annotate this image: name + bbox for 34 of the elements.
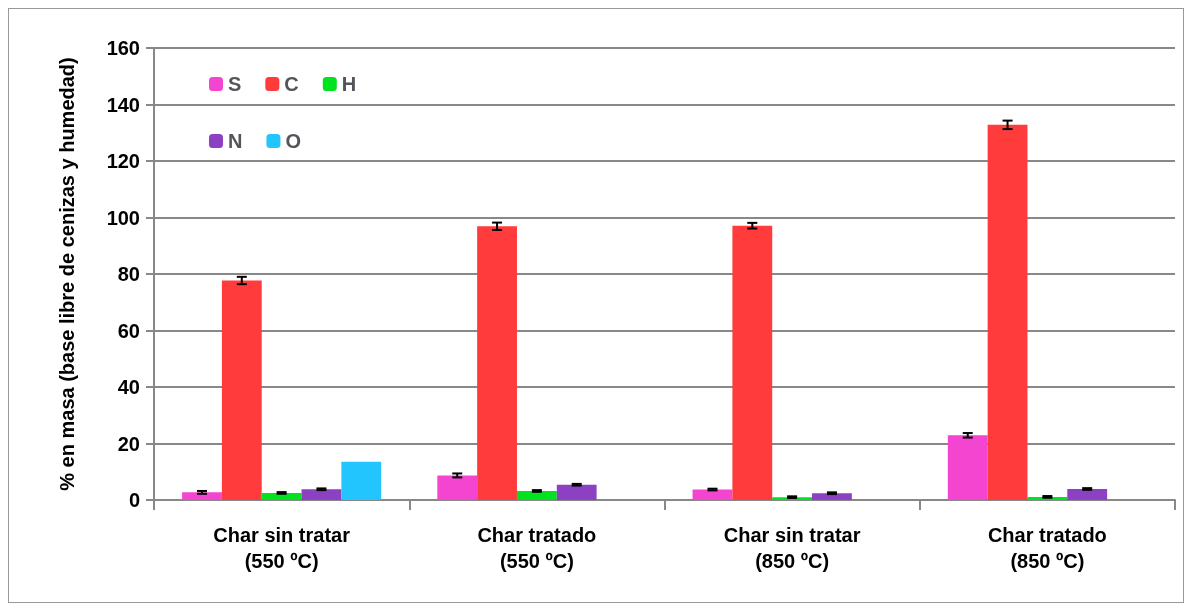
bar — [1067, 488, 1108, 500]
x-tick-label: Char tratado (550 ºC) — [477, 524, 597, 572]
legend-label: O — [285, 130, 302, 152]
bar — [732, 225, 773, 500]
bar — [812, 493, 852, 500]
legend-label: S — [228, 73, 242, 95]
y-tick-label: 160 — [106, 37, 140, 59]
bar — [987, 124, 1028, 500]
legend-label: N — [228, 130, 243, 152]
bar — [341, 461, 382, 500]
bar — [477, 226, 517, 500]
y-tick-label: 120 — [106, 150, 140, 172]
x-tick-label: Char tratado (850 ºC) — [987, 524, 1107, 572]
x-tick-label: Char sin tratar (550 ºC) — [213, 524, 351, 572]
bar — [301, 489, 342, 500]
y-tick-label: 40 — [117, 376, 140, 398]
bar — [261, 492, 302, 500]
y-tick-label: 0 — [128, 489, 140, 511]
bar — [556, 484, 597, 500]
y-tick-label: 60 — [117, 319, 140, 342]
x-tick-label: Char sin tratar (850 ºC) — [723, 524, 861, 572]
bar — [221, 280, 262, 500]
y-tick-label: 140 — [106, 93, 140, 116]
bar — [692, 489, 733, 500]
y-tick-label: 80 — [117, 263, 140, 285]
legend-label: H — [341, 73, 357, 95]
y-axis-title: % en masa (base libre de cenizas y humedad) — [56, 57, 78, 491]
y-tick-label: 100 — [106, 206, 140, 229]
bar — [947, 435, 988, 500]
bar — [437, 475, 478, 500]
bar — [516, 490, 557, 500]
y-tick-label: 20 — [117, 432, 140, 455]
legend-label: C — [284, 73, 299, 95]
bar — [182, 492, 222, 500]
